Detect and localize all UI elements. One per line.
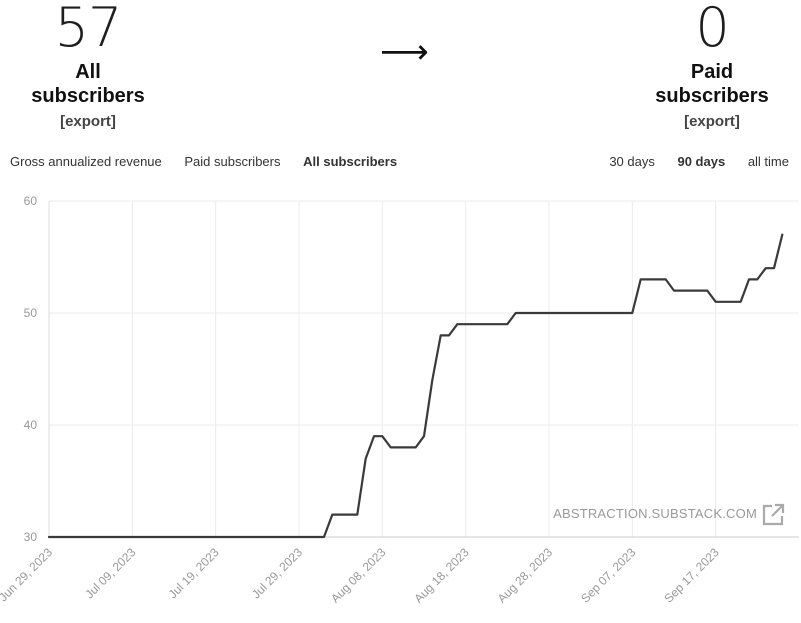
x-tick-label: Jun 29, 2023 — [0, 545, 55, 604]
metric-tabs: Gross annualized revenue Paid subscriber… — [10, 154, 416, 169]
y-tick-label: 40 — [24, 418, 38, 432]
y-tick-label: 30 — [24, 530, 38, 544]
x-tick-label: Jul 09, 2023 — [82, 545, 138, 601]
x-tick-label: Sep 17, 2023 — [661, 545, 722, 606]
paid-subscribers-count: 0 — [695, 0, 729, 59]
watermark-label: ABSTRACTION.SUBSTACK.COM — [553, 506, 757, 521]
tab-all-subscribers[interactable]: All subscribers — [303, 154, 398, 169]
x-tick-label: Jul 29, 2023 — [249, 545, 305, 601]
y-tick-label: 50 — [24, 306, 38, 320]
all-subscribers-label: All subscribers — [31, 61, 145, 107]
paid-subscribers-stat: 0 Paid subscribers [export] — [633, 0, 791, 130]
all-subscribers-export-link[interactable]: [export] — [60, 113, 116, 130]
all-subscribers-count: 57 — [54, 0, 123, 59]
range-90-days[interactable]: 90 days — [677, 154, 726, 169]
x-tick-label: Aug 18, 2023 — [411, 545, 472, 606]
time-range-selector: 30 days 90 days all time — [590, 154, 789, 169]
tab-paid-subscribers[interactable]: Paid subscribers — [184, 154, 281, 169]
external-link-icon[interactable] — [762, 503, 785, 526]
x-tick-label: Jul 19, 2023 — [166, 545, 222, 601]
y-tick-label: 60 — [24, 194, 38, 208]
x-tick-label: Aug 28, 2023 — [495, 545, 556, 606]
arrow-right-icon: ⟶ — [380, 32, 429, 72]
x-tick-label: Aug 08, 2023 — [328, 545, 389, 606]
tab-gross-annualized-revenue[interactable]: Gross annualized revenue — [10, 154, 162, 169]
range-30-days[interactable]: 30 days — [609, 154, 655, 169]
range-all-time[interactable]: all time — [747, 154, 789, 169]
paid-subscribers-label: Paid subscribers — [655, 61, 769, 107]
all-subscribers-stat: 57 All subscribers [export] — [18, 0, 158, 130]
x-tick-label: Sep 07, 2023 — [578, 545, 639, 606]
all-subscribers-series-line — [47, 233, 784, 539]
paid-subscribers-export-link[interactable]: [export] — [684, 113, 740, 130]
